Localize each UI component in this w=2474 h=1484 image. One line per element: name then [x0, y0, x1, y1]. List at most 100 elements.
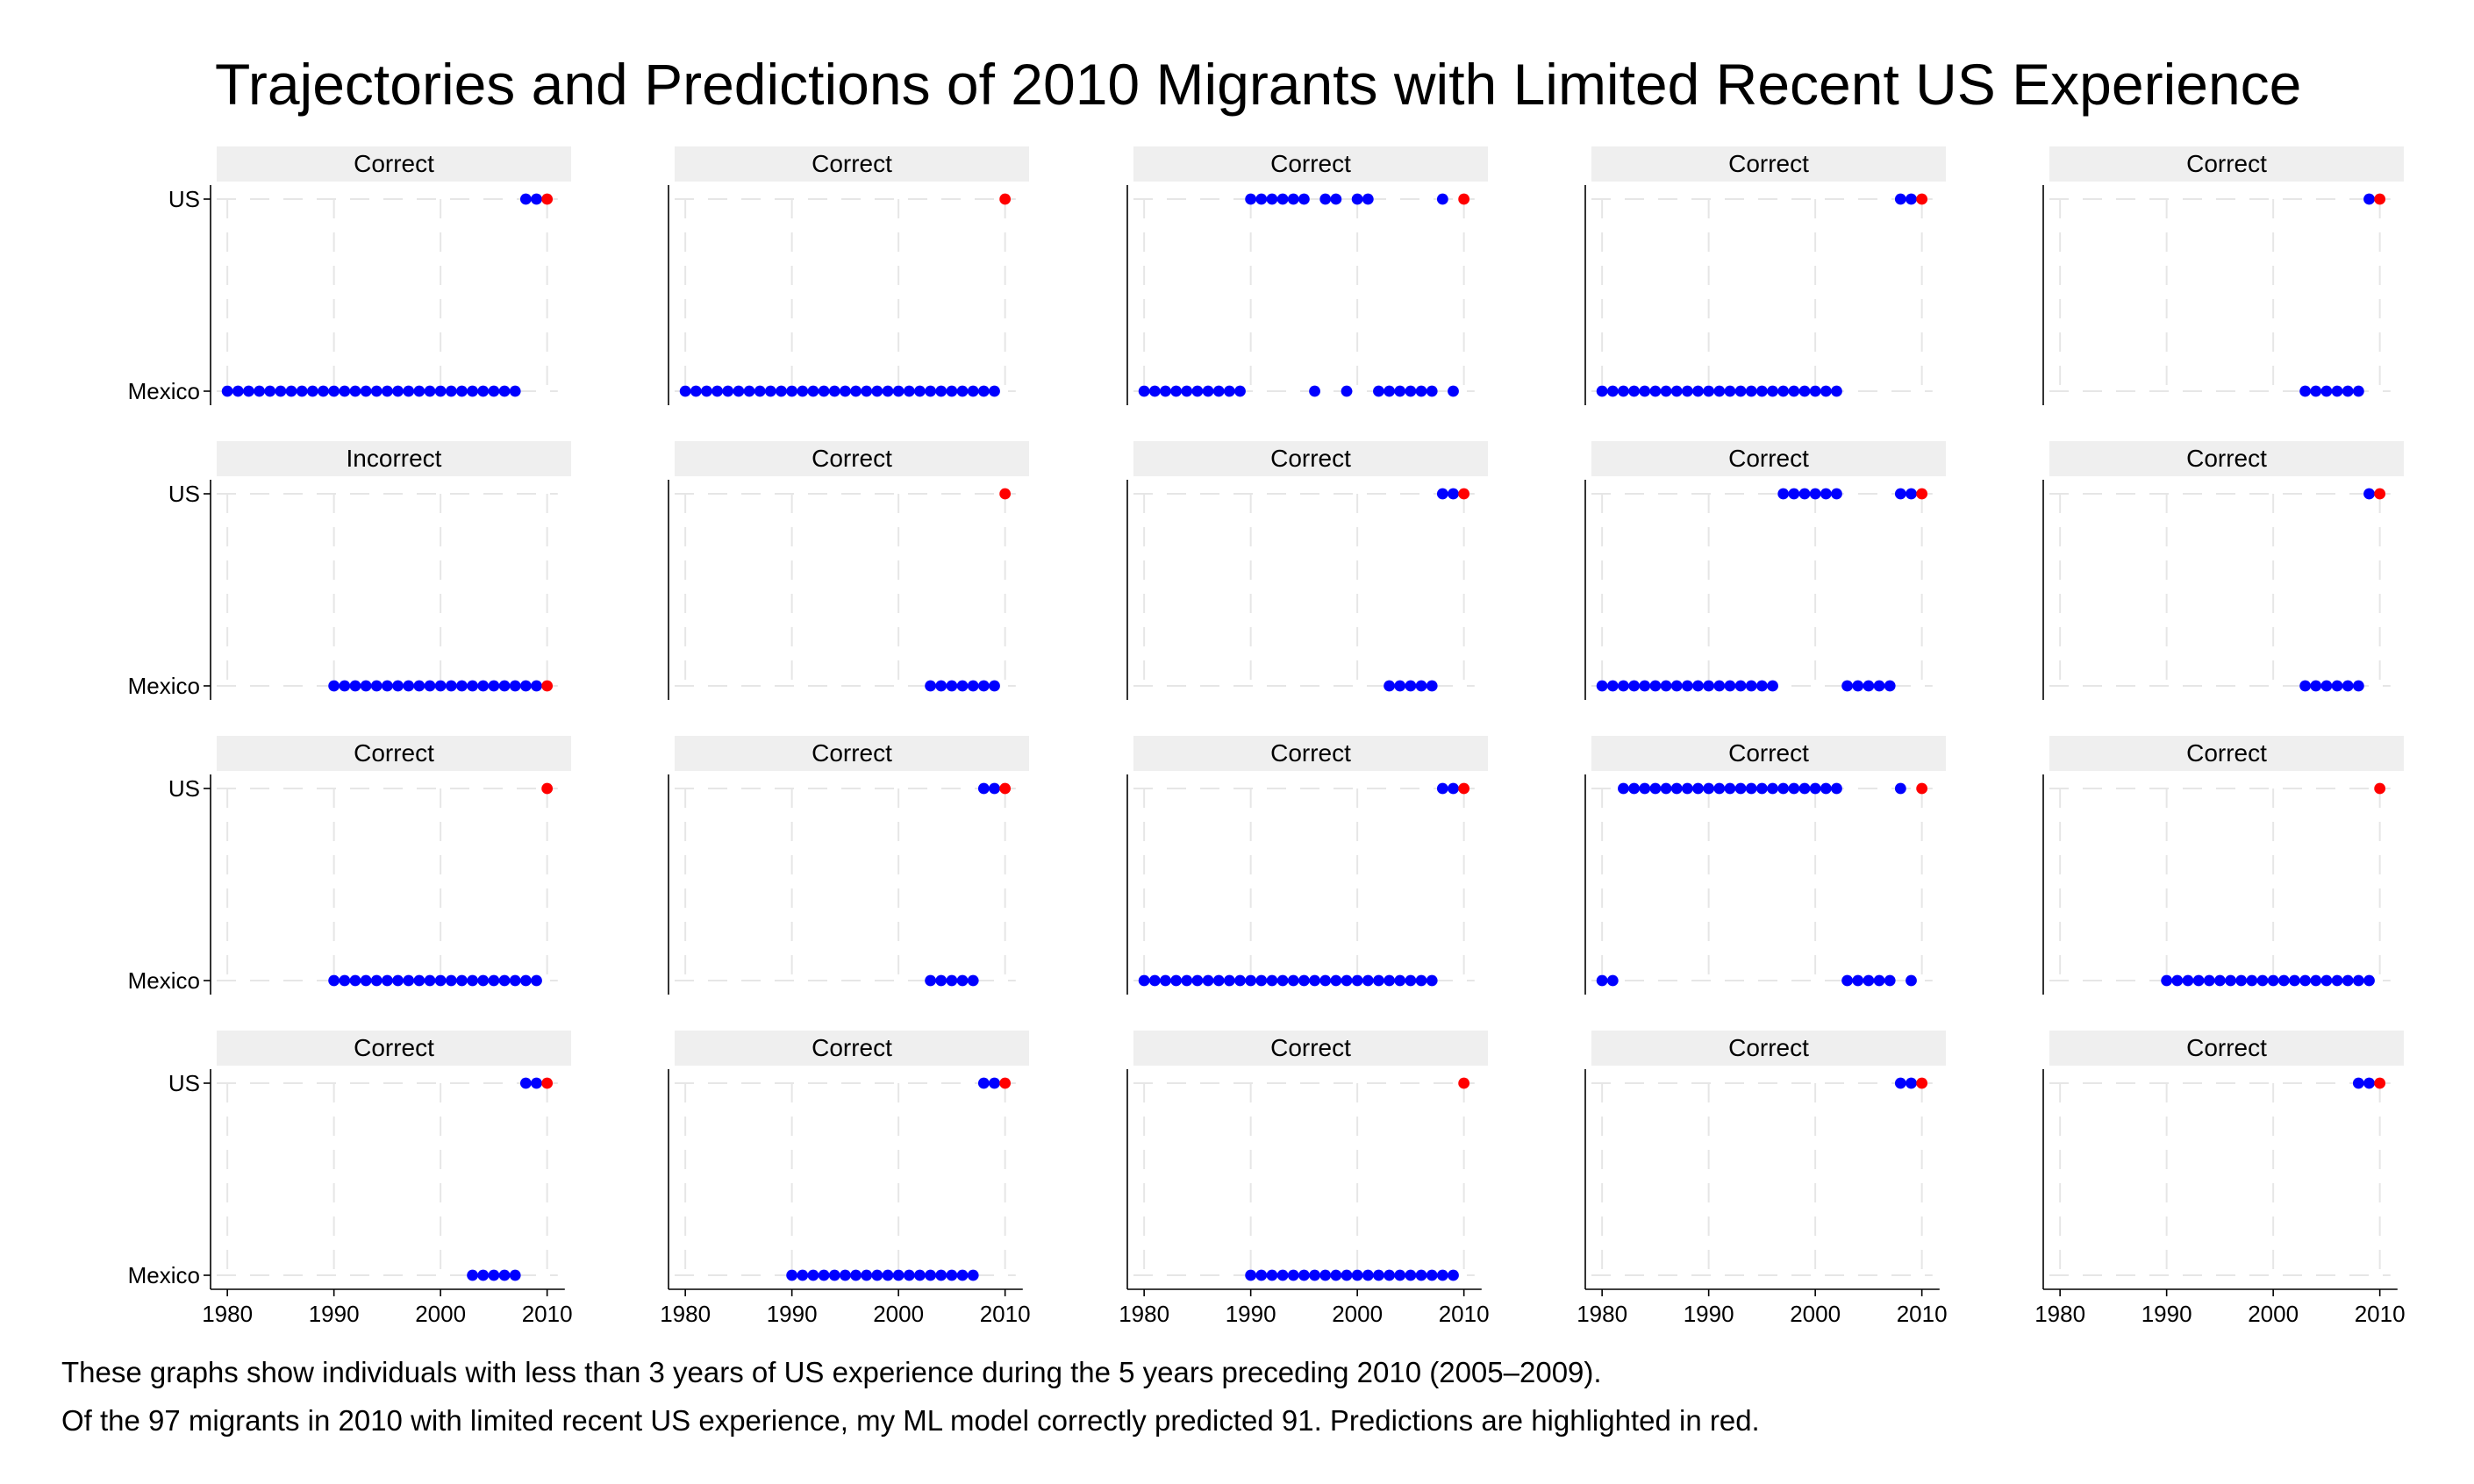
point-mexico: [977, 385, 990, 397]
point-mexico: [786, 385, 798, 397]
panel: Correct 1980 1990 2000 2010: [660, 1031, 1031, 1327]
point-us: [1906, 488, 1917, 500]
point-mexico: [764, 385, 776, 397]
point-us: [1809, 488, 1821, 500]
point-mexico: [935, 974, 947, 987]
point-mexico: [797, 385, 809, 397]
point-prediction: [2374, 488, 2386, 500]
x-tick-label: 1980: [1577, 1301, 1627, 1327]
point-mexico: [232, 385, 244, 397]
panel-label: Correct: [1728, 150, 1809, 177]
point-mexico: [413, 974, 425, 987]
point-mexico: [2320, 974, 2333, 987]
point-mexico: [2299, 385, 2312, 397]
panel-header: [1591, 1031, 1946, 1066]
point-mexico: [445, 974, 457, 987]
point-prediction: [999, 488, 1012, 500]
point-mexico: [1703, 680, 1715, 692]
panel: Correct: [1584, 146, 1946, 405]
point-mexico: [2214, 974, 2226, 987]
point-mexico: [1245, 974, 1257, 987]
panel-header: [2049, 146, 2404, 182]
point-mexico: [850, 1269, 862, 1281]
y-tick-label: Mexico: [128, 1262, 200, 1288]
x-tick-label: 2000: [1790, 1301, 1841, 1327]
point-us: [1287, 193, 1299, 205]
point-mexico: [1405, 1269, 1417, 1281]
point-mexico: [1202, 974, 1214, 987]
point-mexico: [1724, 385, 1736, 397]
point-us: [1436, 782, 1448, 795]
point-mexico: [370, 680, 383, 692]
point-mexico: [1873, 680, 1885, 692]
point-mexico: [254, 385, 265, 397]
point-us: [1831, 782, 1842, 795]
point-mexico: [1873, 974, 1885, 987]
point-mexico: [1767, 385, 1778, 397]
panel-header: [675, 146, 1029, 182]
point-mexico: [2171, 974, 2184, 987]
x-tick-label: 1990: [1684, 1301, 1734, 1327]
point-mexico: [1448, 1269, 1459, 1281]
point-mexico: [413, 680, 425, 692]
point-mexico: [1266, 1269, 1278, 1281]
point-us: [989, 782, 1000, 795]
x-tick-label: 1980: [660, 1301, 711, 1327]
point-mexico: [2342, 385, 2354, 397]
point-mexico: [1639, 385, 1651, 397]
point-mexico: [925, 680, 936, 692]
point-mexico: [318, 385, 329, 397]
point-mexico: [1734, 385, 1747, 397]
point-mexico: [1426, 385, 1438, 397]
point-us: [1319, 193, 1332, 205]
point-mexico: [2331, 680, 2343, 692]
panel: Correct 1980 1990 2000 2010: [1577, 1031, 1948, 1327]
panel-label: Correct: [354, 1034, 434, 1061]
point-mexico: [1384, 680, 1395, 692]
point-mexico: [1703, 385, 1715, 397]
point-prediction: [1916, 782, 1928, 795]
point-mexico: [935, 1269, 947, 1281]
point-mexico: [967, 385, 979, 397]
point-mexico: [882, 385, 894, 397]
point-prediction: [1916, 1077, 1928, 1089]
panel-label: Correct: [1270, 445, 1351, 472]
point-mexico: [519, 974, 532, 987]
point-mexico: [296, 385, 308, 397]
point-us: [977, 782, 990, 795]
panel: Correct: [668, 146, 1029, 405]
point-mexico: [2310, 385, 2322, 397]
panel: Correct: [668, 441, 1029, 700]
point-mexico: [1384, 1269, 1395, 1281]
point-mexico: [1181, 385, 1193, 397]
chart-title: Trajectories and Predictions of 2010 Mig…: [215, 52, 2302, 117]
point-us: [1692, 782, 1704, 795]
x-tick-label: 2000: [415, 1301, 466, 1327]
point-us: [531, 1077, 542, 1089]
point-mexico: [2331, 974, 2343, 987]
point-mexico: [467, 385, 478, 397]
point-mexico: [1756, 680, 1768, 692]
point-mexico: [1394, 974, 1406, 987]
point-mexico: [360, 385, 372, 397]
point-mexico: [2277, 974, 2290, 987]
point-mexico: [946, 974, 958, 987]
point-mexico: [1309, 1269, 1320, 1281]
point-mexico: [2320, 385, 2333, 397]
point-mexico: [914, 1269, 926, 1281]
point-mexico: [424, 385, 436, 397]
point-us: [1798, 488, 1811, 500]
x-tick-label: 2010: [522, 1301, 573, 1327]
point-mexico: [403, 974, 415, 987]
panel-header: [217, 736, 571, 771]
point-mexico: [264, 385, 276, 397]
point-mexico: [679, 385, 691, 397]
point-mexico: [498, 385, 511, 397]
panel-label: Correct: [2186, 445, 2267, 472]
point-us: [1639, 782, 1651, 795]
point-mexico: [1884, 974, 1896, 987]
point-mexico: [1138, 974, 1150, 987]
panel-label: Correct: [1728, 445, 1809, 472]
panel-label: Correct: [812, 150, 892, 177]
